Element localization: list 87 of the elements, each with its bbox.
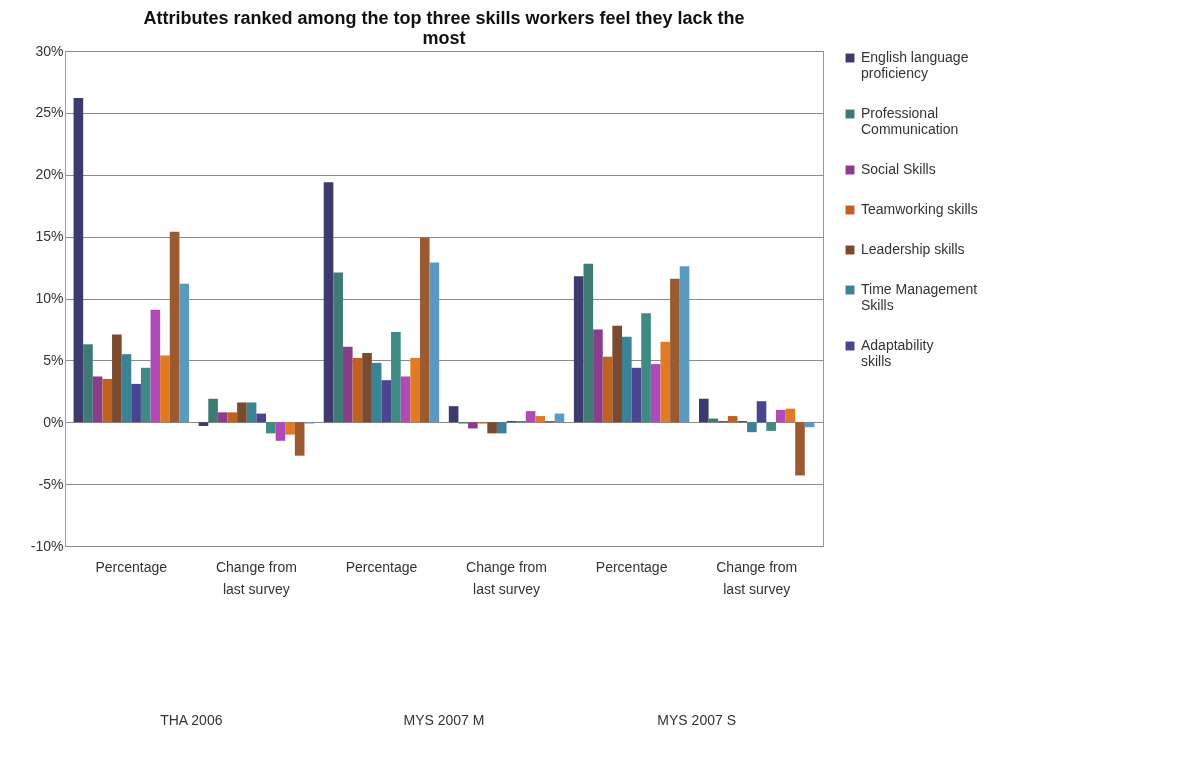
chart-title: Attributes ranked among the top three skills workers feel they lack the most (143, 8, 745, 48)
legend-label: Social Skills (861, 161, 936, 177)
bar (804, 422, 815, 428)
bar (352, 357, 363, 423)
bar (391, 331, 401, 423)
bar (775, 409, 786, 423)
bar (246, 402, 257, 423)
text: MYS 2007 M (403, 712, 485, 728)
bar (371, 362, 382, 423)
bar (641, 313, 651, 423)
bar (756, 401, 767, 423)
legend-label: Time Management Skills (861, 281, 978, 313)
bar (73, 98, 84, 423)
bar (679, 266, 690, 423)
bar (237, 402, 247, 423)
bar (121, 354, 132, 423)
x-tick-label: Change from last survey (215, 558, 297, 597)
bar (179, 283, 190, 423)
y-tick-label: 5% (43, 351, 64, 368)
y-tick-label: -5% (38, 475, 64, 492)
x-tick-label: Percentage (595, 558, 668, 575)
bar (227, 412, 238, 423)
bar (525, 411, 536, 423)
bar (102, 378, 113, 423)
y-tick-label: 10% (35, 290, 64, 306)
bar (362, 352, 372, 423)
y-tick-label: 15% (35, 228, 64, 245)
bar (92, 376, 103, 423)
bar (583, 263, 594, 423)
bar (217, 412, 228, 423)
y-tick-label: 25% (35, 104, 64, 121)
bar (573, 276, 584, 423)
bar (342, 346, 353, 423)
bar (631, 367, 642, 423)
legend-label: Professional Communication (861, 105, 959, 137)
bar (160, 355, 170, 423)
bar (429, 262, 440, 423)
y-tick-label: -10% (30, 537, 64, 554)
bar (266, 422, 276, 434)
bar (333, 272, 343, 423)
bar (622, 336, 632, 423)
bar (131, 383, 141, 423)
bar (747, 422, 757, 433)
bar (256, 413, 266, 423)
bar (410, 357, 420, 423)
bar (323, 182, 334, 423)
x-tick-label: Percentage (345, 558, 418, 575)
bar (496, 422, 507, 434)
bar (400, 376, 411, 423)
x-tick-label: Change from last survey (466, 558, 548, 597)
y-tick-label: 0% (43, 413, 64, 430)
bar (381, 380, 392, 423)
bar (698, 398, 709, 423)
x-tick-label: Percentage (95, 558, 168, 575)
text: MYS 2007 S (657, 712, 736, 728)
bar (112, 334, 122, 423)
x-tick-label: Change from last survey (716, 558, 798, 597)
text: THA 2006 (160, 712, 223, 728)
bar (285, 422, 295, 435)
bar (535, 416, 546, 423)
bar (487, 422, 497, 434)
bar (208, 398, 218, 423)
bar (140, 367, 151, 423)
legend-label: Leadership skills (861, 241, 965, 257)
bar (670, 278, 680, 423)
legend-label: English language proficiency (861, 49, 969, 81)
bar (448, 406, 459, 423)
bar (169, 231, 180, 423)
bar (766, 422, 776, 431)
legend-label: Adaptability skills (861, 337, 934, 369)
bar (419, 237, 430, 423)
y-tick-label: 20% (35, 166, 64, 183)
bar (468, 422, 478, 429)
bar (612, 325, 622, 423)
bar (650, 364, 661, 423)
bar (294, 422, 305, 456)
bar (83, 344, 93, 423)
bar (593, 329, 603, 423)
bar (602, 356, 613, 423)
bar (275, 422, 286, 441)
legend-label: Teamworking skills (861, 201, 978, 217)
bar (198, 422, 209, 426)
bar (727, 416, 738, 423)
y-tick-label: 30% (35, 42, 64, 59)
bar (150, 309, 161, 423)
bar (795, 422, 805, 476)
bar (660, 341, 671, 423)
